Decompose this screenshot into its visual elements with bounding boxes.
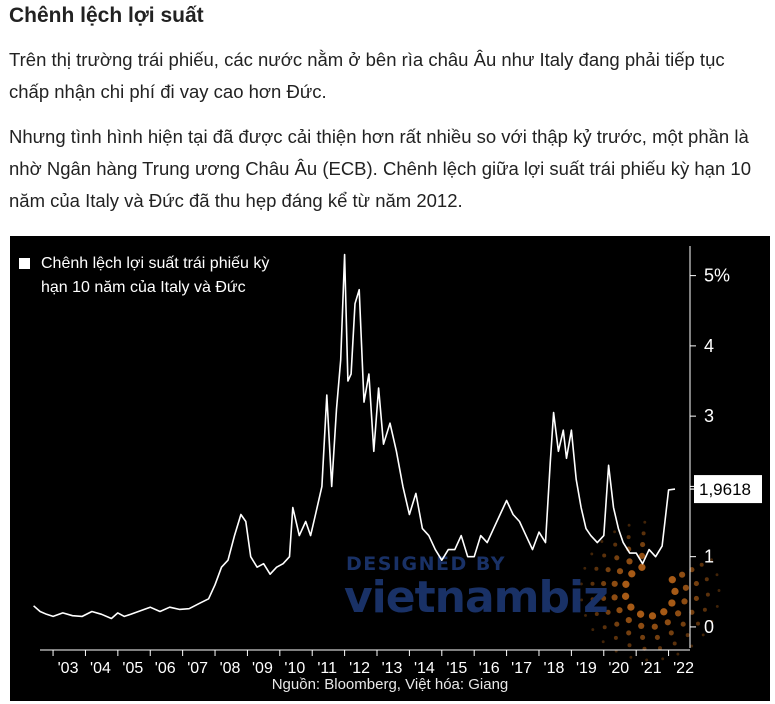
watermark: DESIGNED BY vietnambiz (344, 520, 721, 662)
x-tick-label: '17 (511, 660, 532, 677)
x-tick-label: '19 (576, 660, 597, 677)
x-tick-label: '18 (544, 660, 565, 677)
x-tick-label: '16 (479, 660, 500, 677)
x-tick-label: '03 (58, 660, 79, 677)
legend-swatch (19, 258, 30, 269)
x-tick-label: '11 (317, 660, 337, 677)
y-axis: 012345% (689, 246, 730, 648)
chart-canvas: DESIGNED BY vietnambiz Chênh lệch lợi su… (19, 246, 762, 677)
x-tick-label: '22 (673, 660, 694, 677)
x-tick-label: '13 (382, 660, 403, 677)
y-tick-label: 1 (704, 547, 714, 567)
legend-line-2: hạn 10 năm của Italy và Đức (41, 279, 246, 296)
yield-spread-chart: DESIGNED BY vietnambiz Chênh lệch lợi su… (10, 236, 770, 701)
series-line-italy-germany-spread (33, 253, 676, 620)
article-paragraph-1: Trên thị trường trái phiếu, các nước nằm… (9, 49, 725, 102)
y-tick-label: 5% (704, 266, 730, 286)
x-axis: '03 '04 '05 '06 '07 '08 '09 '10 '11 '12 '13 '14 '15 '… (40, 649, 694, 677)
y-tick-label: 3 (704, 406, 714, 426)
y-tick-label: 0 (704, 617, 714, 637)
last-value-box (694, 475, 762, 504)
watermark-line-1: DESIGNED BY (346, 553, 506, 575)
x-tick-label: '10 (284, 660, 305, 677)
x-tick-label: '20 (608, 660, 629, 677)
x-tick-label: '21 (641, 660, 662, 677)
article-paragraph-2: Nhưng tình hình hiện tại đã được cải thi… (9, 126, 751, 211)
x-tick-label: '05 (122, 660, 143, 677)
chart-source: Nguồn: Bloomberg, Việt hóa: Giang (271, 676, 509, 693)
x-tick-label: '12 (349, 660, 370, 677)
y-tick-label: 4 (704, 336, 714, 356)
watermark-line-2: vietnambiz (344, 572, 608, 623)
watermark-dots-icon (579, 520, 721, 662)
last-value-label: 1,9618 (699, 480, 751, 499)
x-tick-label: '06 (155, 660, 176, 677)
article-heading: Chênh lệch lợi suất (9, 4, 204, 27)
last-value-badge: 1,9618 (690, 475, 762, 504)
x-tick-label: '04 (90, 660, 111, 677)
x-tick-label: '09 (252, 660, 273, 677)
x-tick-label: '14 (414, 660, 435, 677)
x-tick-label: '15 (446, 660, 467, 677)
x-tick-label: '07 (187, 660, 208, 677)
x-tick-label: '08 (220, 660, 241, 677)
legend-line-1: Chênh lệch lợi suất trái phiếu kỳ (41, 255, 269, 272)
